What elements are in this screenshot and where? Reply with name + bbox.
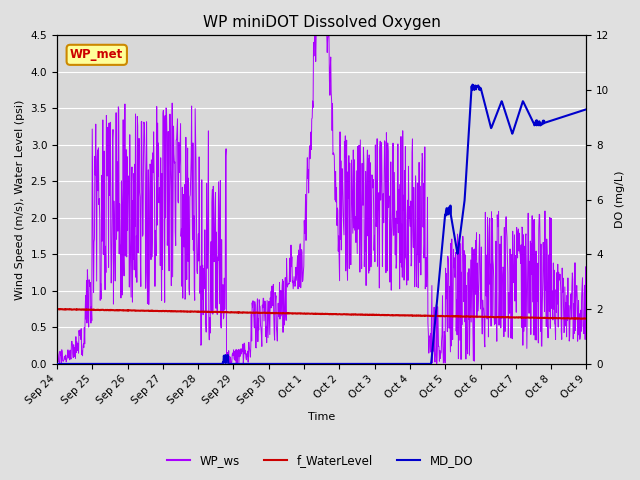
Legend: WP_ws, f_WaterLevel, MD_DO: WP_ws, f_WaterLevel, MD_DO	[162, 449, 478, 472]
WP_ws	[232, 347, 239, 353]
Title: WP miniDOT Dissolved Oxygen: WP miniDOT Dissolved Oxygen	[203, 15, 440, 30]
f_WaterLevel	[53, 306, 61, 312]
X-axis label: Time: Time	[308, 412, 335, 422]
MD_DO	[332, 361, 339, 367]
f_WaterLevel	[283, 311, 291, 316]
MD_DO	[53, 361, 61, 367]
WP_ws	[311, 33, 319, 38]
WP_ws	[582, 296, 590, 301]
WP_ws	[332, 199, 340, 205]
WP_ws	[343, 259, 351, 264]
Line: f_WaterLevel: f_WaterLevel	[57, 309, 586, 319]
MD_DO	[342, 361, 350, 367]
f_WaterLevel	[332, 311, 339, 317]
WP_ws	[283, 276, 291, 281]
MD_DO	[468, 82, 476, 87]
MD_DO	[124, 361, 131, 367]
f_WaterLevel	[343, 312, 351, 317]
WP_ws	[226, 361, 234, 367]
f_WaterLevel	[232, 310, 239, 315]
WP_ws	[142, 270, 150, 276]
MD_DO	[232, 361, 239, 367]
f_WaterLevel	[143, 308, 150, 313]
Y-axis label: Wind Speed (m/s), Water Level (psi): Wind Speed (m/s), Water Level (psi)	[15, 99, 25, 300]
MD_DO	[142, 361, 150, 367]
Text: WP_met: WP_met	[70, 48, 124, 61]
f_WaterLevel	[577, 316, 585, 322]
f_WaterLevel	[124, 307, 131, 313]
f_WaterLevel	[54, 306, 61, 312]
MD_DO	[582, 107, 590, 112]
Line: MD_DO: MD_DO	[57, 84, 586, 364]
WP_ws	[53, 356, 61, 361]
f_WaterLevel	[582, 315, 590, 321]
Line: WP_ws: WP_ws	[57, 36, 586, 364]
Y-axis label: DO (mg/L): DO (mg/L)	[615, 171, 625, 228]
MD_DO	[283, 361, 291, 367]
WP_ws	[124, 154, 131, 159]
